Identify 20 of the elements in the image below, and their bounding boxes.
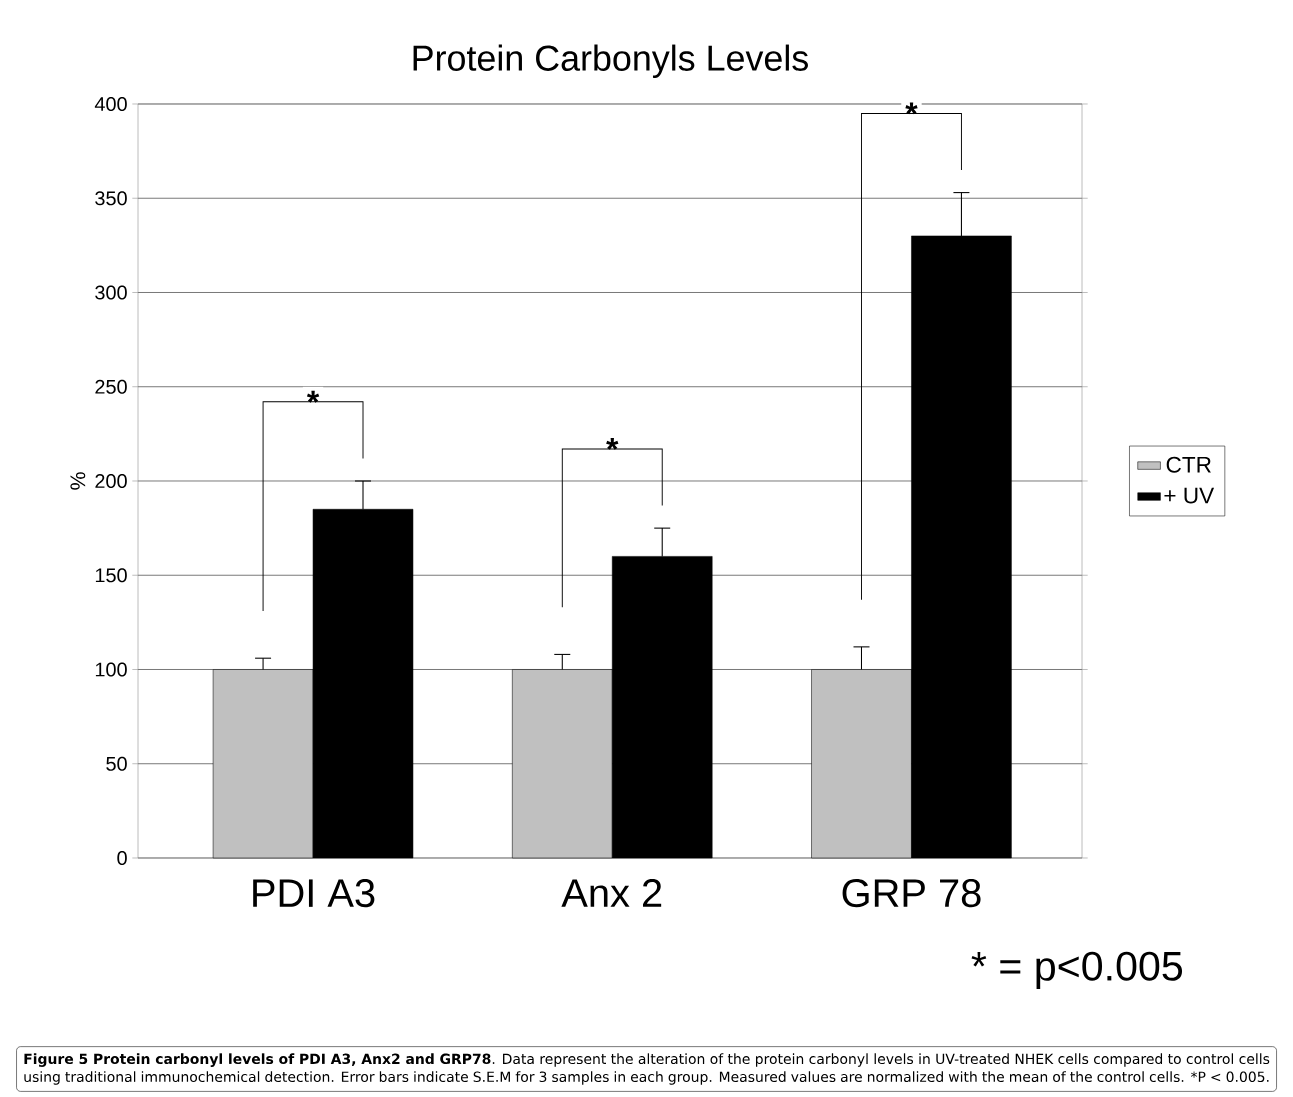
x-tick-label: Anx 2 [561, 879, 662, 907]
y-tick-label: 100 [95, 662, 127, 677]
y-tick-label: 400 [94, 96, 127, 112]
y-tick-label: 150 [95, 568, 127, 583]
y-tick-label: 350 [95, 191, 127, 206]
y-tick-label: 250 [95, 379, 127, 394]
legend-label: + UV [1164, 487, 1215, 504]
y-tick-label: 200 [95, 473, 127, 489]
y-tick-label: 0 [117, 850, 127, 866]
x-tick-label: PDI A3 [253, 879, 375, 908]
legend-label: CTR [1166, 456, 1211, 473]
chart-title: Protein Carbonyls Levels [413, 44, 808, 78]
annotation: * [306, 390, 320, 403]
annotation: * [606, 437, 619, 450]
y-tick-label: 50 [106, 756, 127, 771]
text: * = p<0.005 [971, 951, 1183, 989]
y-axis-title: % [70, 472, 86, 490]
text: Figure 5 Protein carbonyl levels of PDI A3, Anx2 and GRP78. Data represent the alteration of the protein carbonyl levels in UV-treated NHEK cells compared to control cells using traditional immunochemical detection. Error bars indicate S.E.M for 3 samples in each group. Measured values are normalized with the mean of the control cells. *P < 0.005. [24, 1053, 1270, 1085]
y-tick-label: 300 [95, 285, 127, 300]
x-tick-label: GRP 78 [842, 879, 981, 908]
